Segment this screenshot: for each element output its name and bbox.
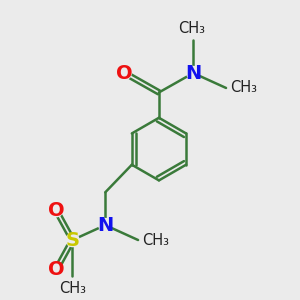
Text: O: O <box>48 260 64 279</box>
Text: CH₃: CH₃ <box>142 232 170 247</box>
Text: O: O <box>116 64 133 83</box>
Text: S: S <box>65 230 80 250</box>
Circle shape <box>118 67 131 80</box>
Text: O: O <box>48 201 64 220</box>
Text: CH₃: CH₃ <box>230 80 257 95</box>
Circle shape <box>99 219 112 232</box>
Circle shape <box>187 67 200 80</box>
Text: CH₃: CH₃ <box>59 281 86 296</box>
Circle shape <box>50 204 63 217</box>
Circle shape <box>66 233 79 247</box>
Text: N: N <box>185 64 201 83</box>
Text: N: N <box>97 216 113 235</box>
Text: CH₃: CH₃ <box>178 21 205 36</box>
Circle shape <box>50 263 63 276</box>
